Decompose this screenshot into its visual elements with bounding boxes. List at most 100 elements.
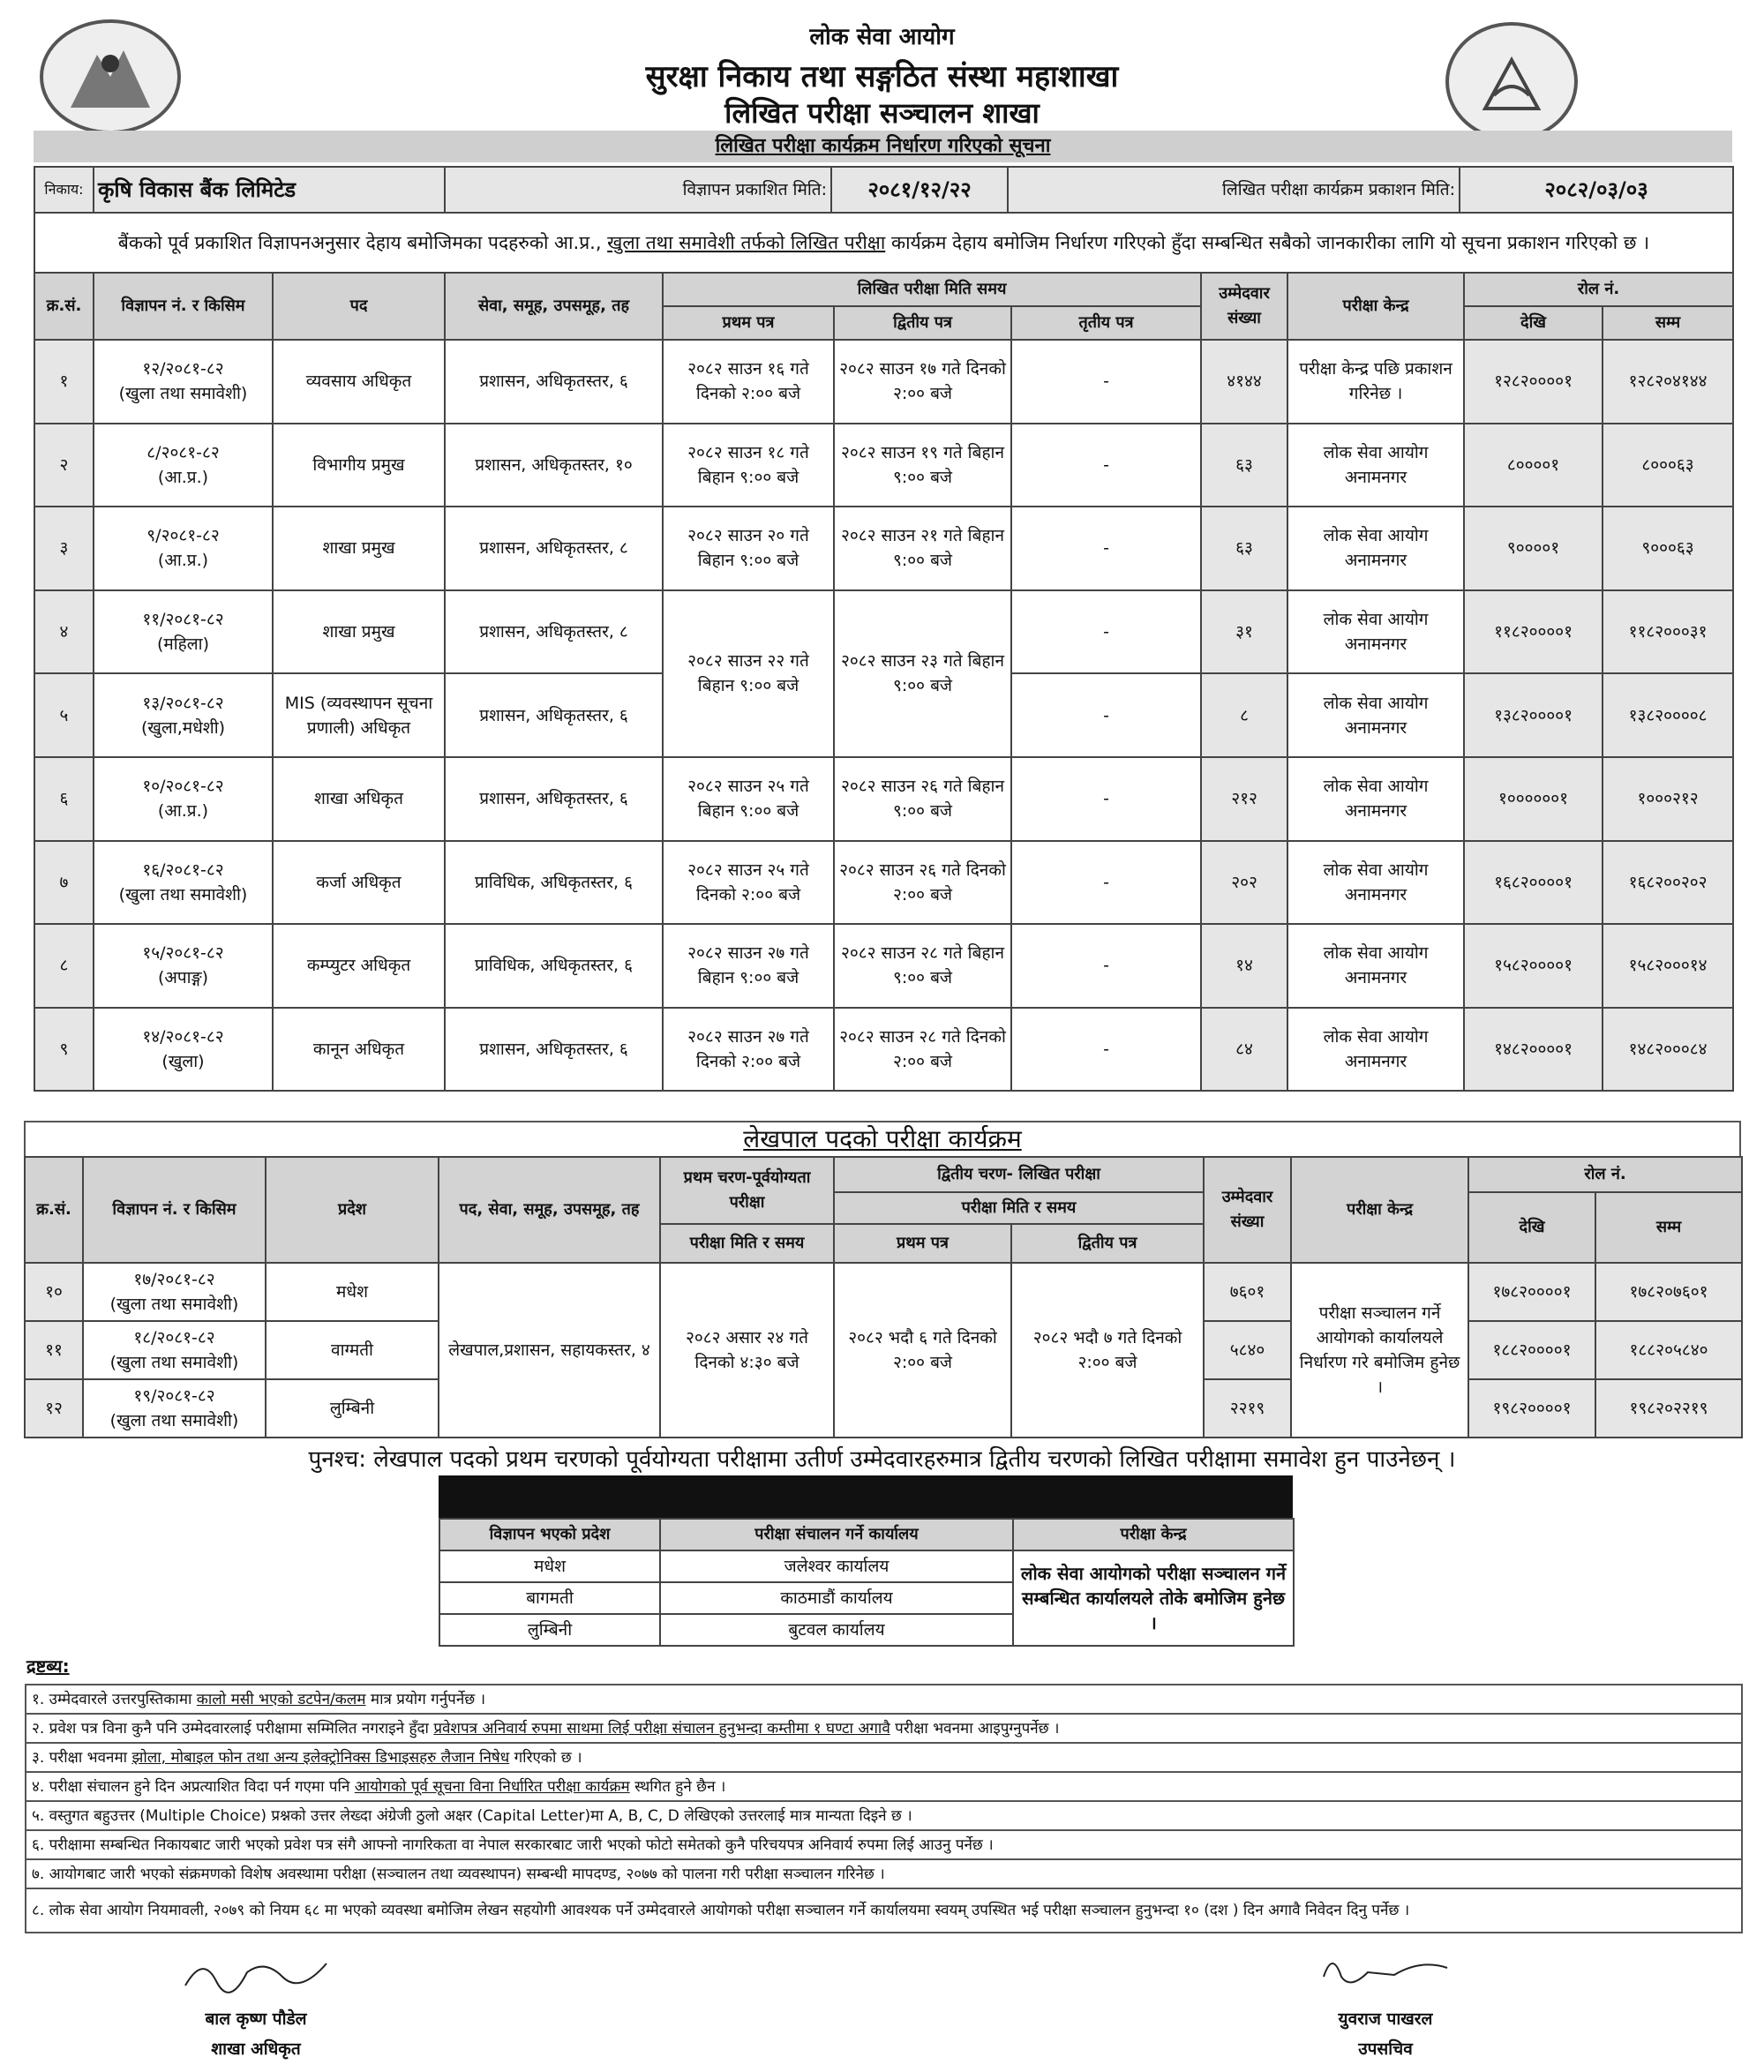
col-stage2-dt: परीक्षा मिति र समय bbox=[833, 1191, 1205, 1225]
table-row: १ १२/२०८१-८२ (खुला तथा समावेशी) व्यवसाय अधि… bbox=[34, 339, 1735, 424]
count-cell: १४ bbox=[1200, 923, 1289, 1009]
schedule-date-label: लिखित परीक्षा कार्यक्रम प्रकाशन मिति: bbox=[1007, 166, 1460, 214]
paper3-cell: - bbox=[1010, 422, 1203, 508]
paper2-cell: २०८२ साउन २१ गते बिहान ९:०० बजे bbox=[833, 506, 1012, 591]
ad-cell-line: (महिला) bbox=[156, 634, 209, 655]
note-segment: १. उम्मेदवारले उत्तरपुस्तिकामा bbox=[32, 1690, 197, 1708]
roll-from-cell: ९००००१ bbox=[1463, 506, 1604, 591]
note-segment: गरिएको छ । bbox=[509, 1748, 582, 1767]
ad-cell: १७/२०८१-८२ (खुला तथा समावेशी) bbox=[82, 1262, 266, 1322]
stage1-cell: २०८२ असार २४ गते दिनको ४:३० बजे bbox=[659, 1262, 835, 1438]
col-p2: द्वितीय पत्र bbox=[1010, 1223, 1205, 1264]
paper3-cell: - bbox=[1010, 589, 1203, 675]
center-cell: लोक सेवा आयोग अनामनगर bbox=[1287, 506, 1466, 591]
table-row: ८ १५/२०८१-८२ (अपाङ्ग) कम्प्युटर अधिकृत प्राव… bbox=[34, 923, 1735, 1009]
sn-cell: ११ bbox=[24, 1320, 84, 1380]
col-ad: विज्ञापन नं. र किसिम bbox=[82, 1156, 266, 1264]
paper3-cell: - bbox=[1010, 672, 1203, 758]
note-text: २. प्रवेश पत्र विना कुनै पनि उम्मेदवारला… bbox=[25, 1713, 1743, 1744]
roll-from-cell: १९८२००००१ bbox=[1467, 1378, 1596, 1438]
division-name: सुरक्षा निकाय तथा सङ्गठित संस्था महाशाखा bbox=[645, 59, 1119, 94]
notes-heading: द्रष्टब्य: bbox=[26, 1655, 70, 1677]
ad-cell-line: (खुला तथा समावेशी) bbox=[109, 1411, 239, 1430]
post-cell: व्यवसाय अधिकृत bbox=[272, 339, 446, 424]
ad-cell-line: १६/२०८१-८२ bbox=[142, 860, 224, 880]
col-p1: प्रथम पत्र bbox=[662, 305, 835, 341]
service-cell: प्रशासन, अधिकृतस्तर, ६ bbox=[444, 339, 664, 424]
count-cell: ४१४४ bbox=[1200, 339, 1289, 424]
roll-to-cell: १९८२०२२१९ bbox=[1594, 1378, 1744, 1438]
ad-cell-line: १५/२०८१-८२ bbox=[142, 943, 224, 964]
note-segment: ३. परीक्षा भवनमा bbox=[32, 1748, 132, 1767]
note-text: ४. परीक्षा संचालन हुने दिन अप्रत्याशित व… bbox=[25, 1771, 1743, 1802]
table-row: ९ १४/२०८१-८२ (खुला) कानून अधिकृत प्रशासन, अध… bbox=[34, 1006, 1735, 1092]
service-cell: प्रशासन, अधिकृतस्तर, ८ bbox=[444, 589, 664, 675]
sn-cell: ९ bbox=[34, 1006, 94, 1092]
ad-cell-line: (खुला तथा समावेशी) bbox=[118, 884, 248, 905]
note-text: ८. लोक सेवा आयोग नियमावली, २०७९ को नियम … bbox=[25, 1888, 1743, 1933]
paper2-cell: २०८२ साउन १७ गते दिनको २:०० बजे bbox=[833, 339, 1012, 424]
paper1-cell: २०८२ साउन २५ गते दिनको २:०० बजे bbox=[662, 839, 835, 926]
count-cell: ८ bbox=[1200, 672, 1289, 758]
roll-to-cell: १४८२०००८४ bbox=[1602, 1006, 1735, 1092]
center-cell: परीक्षा सञ्चालन गर्ने आयोगको कार्यालयले … bbox=[1290, 1262, 1469, 1438]
ad-cell: ११/२०८१-८२ (महिला) bbox=[93, 589, 274, 675]
note-emphasis: कालो मसी भएको डटपेन/कलम bbox=[196, 1690, 366, 1708]
signature-left: बाल कृष्ण पौडेल शाखा अधिकृत bbox=[159, 1950, 353, 2064]
col-from: देखि bbox=[1467, 1191, 1596, 1264]
count-cell: ३१ bbox=[1200, 589, 1289, 675]
note-segment: ६. परीक्षामा सम्बन्धित निकायबाट जारी भएक… bbox=[32, 1836, 994, 1854]
roll-to-cell: ८०००६३ bbox=[1602, 422, 1735, 508]
roll-from-cell: १५८२००००१ bbox=[1463, 923, 1604, 1009]
post-cell: कानून अधिकृत bbox=[272, 1006, 446, 1092]
col-p2: द्वितीय पत्र bbox=[833, 305, 1012, 341]
paper1-cell: २०८२ साउन २५ गते बिहान ९:०० बजे bbox=[662, 755, 835, 842]
roll-to-cell: १७८२०७६०१ bbox=[1594, 1262, 1744, 1322]
paper1-cell: २०८२ साउन २२ गते बिहान ९:०० बजे bbox=[662, 589, 835, 758]
note-segment: परीक्षा भवनमा आइपुग्नुपर्नेछ । bbox=[890, 1719, 1060, 1738]
post-cell: शाखा प्रमुख bbox=[272, 589, 446, 675]
table-row: ६ १०/२०८१-८२ (आ.प्र.) शाखा अधिकृत प्रशासन, अ… bbox=[34, 755, 1735, 842]
sn-cell: ८ bbox=[34, 923, 94, 1009]
ad-cell-line: १९/२०८१-८२ bbox=[133, 1386, 215, 1406]
ad-cell-line: (खुला,मधेशी) bbox=[140, 717, 226, 738]
service-cell: प्राविधिक, अधिकृतस्तर, ६ bbox=[444, 923, 664, 1009]
table-row: बागमती काठमाडौं कार्यालय bbox=[439, 1581, 1294, 1615]
schedule-date: २०८२/०३/०३ bbox=[1459, 166, 1734, 214]
accountant-title-box: लेखपाल पदको परीक्षा कार्यक्रम bbox=[24, 1121, 1741, 1156]
count-cell: ६३ bbox=[1200, 506, 1289, 591]
ad-cell: १९/२०८१-८२ (खुला तथा समावेशी) bbox=[82, 1378, 266, 1438]
col-stage2: द्वितीय चरण- लिखित परीक्षा bbox=[833, 1156, 1205, 1193]
sn-cell: १ bbox=[34, 339, 94, 424]
notice-title-bar: लिखित परीक्षा कार्यक्रम निर्धारण गरिएको … bbox=[34, 131, 1732, 162]
ad-cell: ८/२०८१-८२ (आ.प्र.) bbox=[93, 422, 274, 508]
ad-cell-line: (आ.प्र.) bbox=[157, 801, 209, 822]
ad-cell-line: ८/२०८१-८२ bbox=[146, 442, 220, 462]
roll-from-cell: १४८२००००१ bbox=[1463, 1006, 1604, 1092]
roll-from-cell: ११८२००००१ bbox=[1463, 589, 1604, 675]
col-roll: रोल नं. bbox=[1467, 1156, 1744, 1193]
note-text: ३. परीक्षा भवनमा झोला, मोबाइल फोन तथा अन… bbox=[25, 1742, 1743, 1773]
roll-to-cell: ९०००६३ bbox=[1602, 506, 1735, 591]
table-row: मधेश जलेश्वर कार्यालय लोक सेवा आयोगको परीक… bbox=[439, 1550, 1295, 1647]
ad-cell-line: १३/२०८१-८२ bbox=[142, 693, 224, 713]
note-emphasis: झोला, मोबाइल फोन तथा अन्य इलेक्ट्रोनिक्स… bbox=[131, 1748, 510, 1767]
paper2-cell: २०८२ साउन १९ गते बिहान ९:०० बजे bbox=[833, 422, 1012, 508]
ad-cell-line: (खुला) bbox=[161, 1052, 205, 1072]
exam-schedule-table: क्र.सं. विज्ञापन नं. र किसिम पद सेवा, समूह,… bbox=[34, 272, 1735, 1092]
note-item: ८. लोक सेवा आयोग नियमावली, २०७९ को नियम … bbox=[25, 1888, 1743, 1933]
table-row: लुम्बिनी बुटवल कार्यालय bbox=[439, 1613, 1294, 1647]
paper1-cell: २०८२ साउन १८ गते बिहान ९:०० बजे bbox=[662, 422, 835, 508]
paper1-cell: २०८२ भदौ ६ गते दिनको २:०० बजे bbox=[833, 1262, 1012, 1438]
col-from: देखि bbox=[1463, 305, 1604, 341]
signature-right: युवराज पाखरल उपसचिव bbox=[1288, 1950, 1483, 2064]
note-segment: स्थगित हुने छैन । bbox=[629, 1777, 726, 1796]
count-cell: ५८४० bbox=[1203, 1320, 1292, 1380]
col-count: उम्मेदवार संख्या bbox=[1203, 1156, 1292, 1264]
sn-cell: २ bbox=[34, 422, 94, 508]
post-cell: कर्जा अधिकृत bbox=[272, 839, 446, 926]
post-cell: MIS (व्यवस्थापन सूचना प्रणाली) अधिकृत bbox=[272, 672, 446, 758]
note-text: ६. परीक्षामा सम्बन्धित निकायबाट जारी भएक… bbox=[25, 1829, 1743, 1860]
count-cell: २२१९ bbox=[1203, 1378, 1292, 1438]
note-item: ५. वस्तुगत बहुउत्तर (Multiple Choice) प्… bbox=[25, 1800, 1743, 1831]
